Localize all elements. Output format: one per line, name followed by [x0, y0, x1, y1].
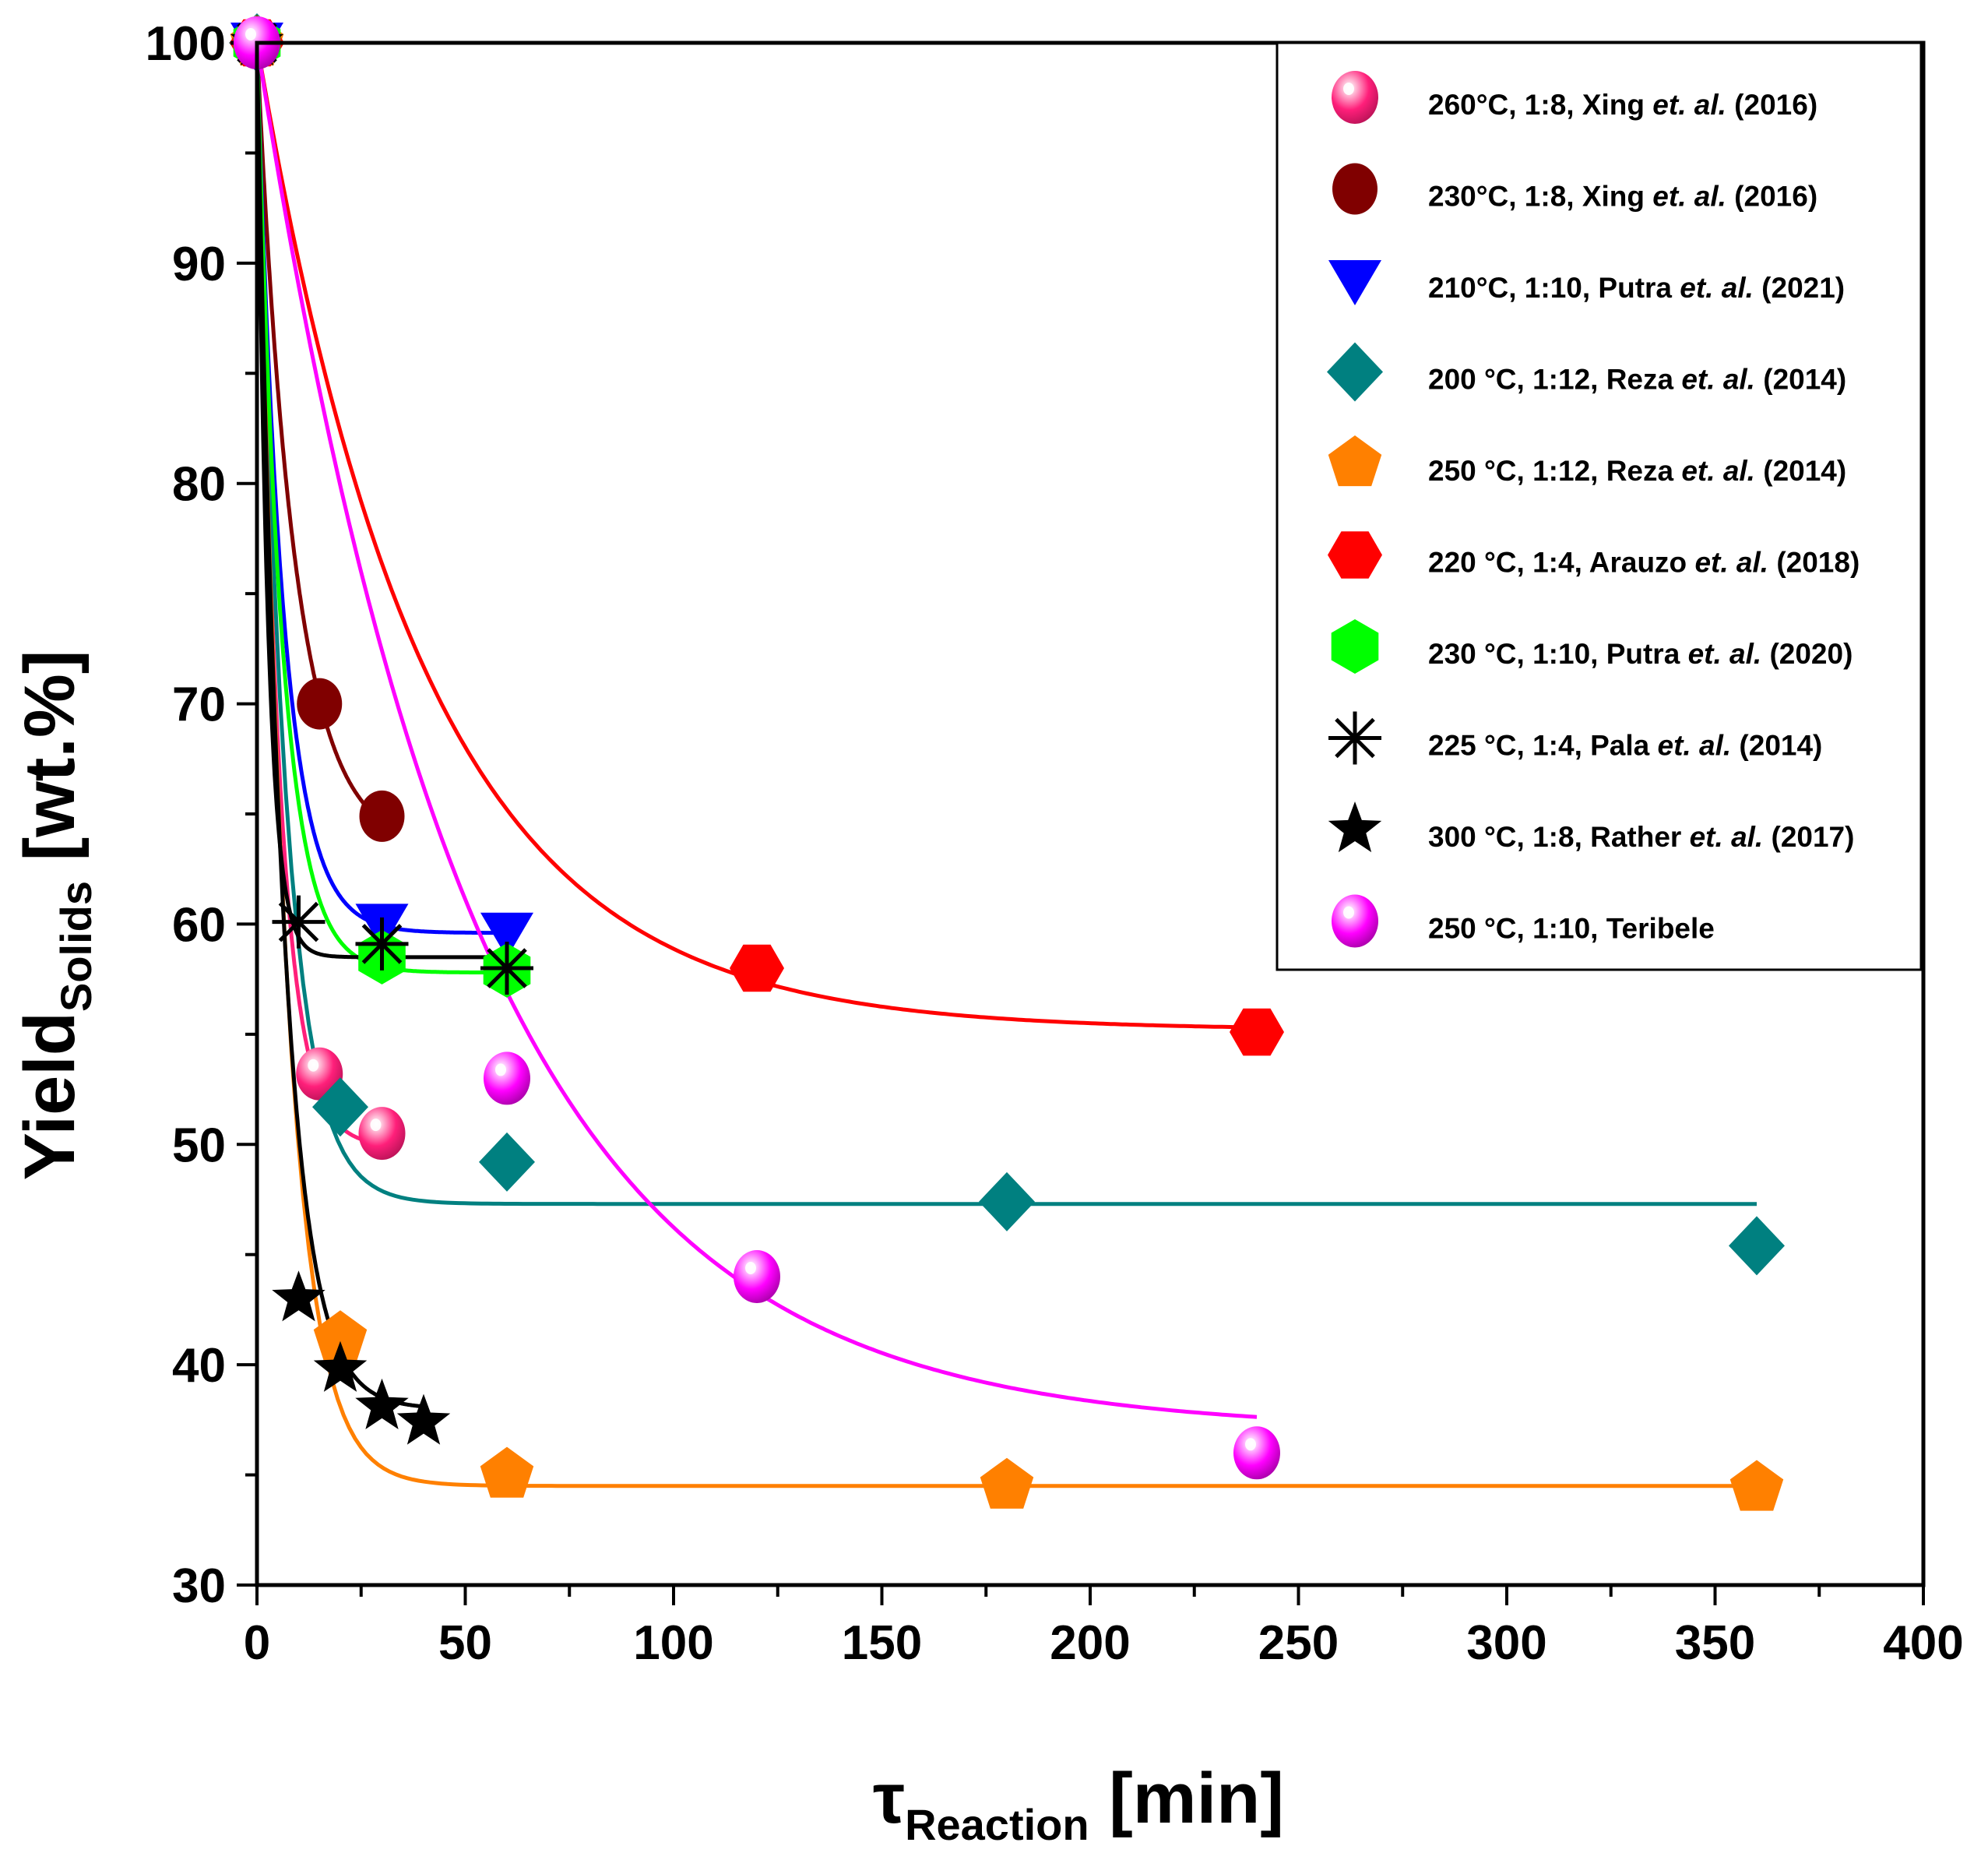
y-tick-label: 60	[172, 898, 226, 952]
y-axis-title-sub: Solids	[51, 881, 100, 1012]
y-tick-label: 40	[172, 1339, 226, 1393]
legend-entry-7: 225 °C, 1:4, Pala et. al. (2014)	[1328, 711, 1822, 765]
legend-marker-4	[1328, 435, 1382, 487]
legend-marker-8	[1328, 801, 1382, 853]
legend-label-9: 250 °C, 1:10, Teribele	[1428, 913, 1715, 945]
legend-marker-9	[1332, 894, 1378, 948]
data-point-s8-1	[272, 1270, 325, 1322]
legend-label-0: 260°C, 1:8, Xing et. al. (2016)	[1428, 89, 1817, 121]
x-axis-title: τReaction [min]	[873, 1759, 1284, 1849]
legend-label-5: 220 °C, 1:4, Arauzo et. al. (2018)	[1428, 547, 1860, 579]
y-tick-label: 30	[172, 1559, 226, 1613]
data-point-s2-2	[480, 912, 533, 958]
y-axis-title-unit: [wt.%]	[10, 650, 90, 881]
data-point-s3-3	[979, 1171, 1035, 1231]
x-tick-label: 350	[1675, 1616, 1755, 1670]
y-axis-title: YieldSolids [wt.%]	[10, 650, 100, 1181]
legend-marker-2	[1328, 260, 1381, 305]
x-tick-label: 250	[1258, 1616, 1339, 1670]
legend-entry-4: 250 °C, 1:12, Reza et. al. (2014)	[1328, 435, 1846, 487]
x-tick-label: 300	[1466, 1616, 1546, 1670]
data-point-s4-3	[980, 1457, 1034, 1509]
x-tick-label: 200	[1050, 1616, 1130, 1670]
legend-marker-3	[1327, 342, 1383, 402]
data-point-s4-2	[480, 1446, 534, 1498]
x-tick-label: 150	[842, 1616, 922, 1670]
data-point-s9-3	[1233, 1426, 1280, 1480]
legend-marker-6	[1331, 619, 1379, 674]
fit-curve-5	[255, 42, 1258, 1030]
data-point-s9-2	[734, 1250, 780, 1303]
data-point-s7-3	[480, 942, 533, 995]
x-tick-label: 0	[244, 1616, 270, 1670]
legend-label-7: 225 °C, 1:4, Pala et. al. (2014)	[1428, 730, 1822, 762]
data-point-s8-4	[396, 1393, 451, 1445]
data-point-s3-4	[1729, 1216, 1785, 1276]
data-point-s5-1	[730, 944, 784, 992]
data-point-s3-2	[479, 1132, 535, 1192]
legend-label-1: 230°C, 1:8, Xing et. al. (2016)	[1428, 181, 1817, 213]
data-point-s9-1	[484, 1052, 530, 1105]
x-tick-label: 400	[1883, 1616, 1963, 1670]
legend-label-8: 300 °C, 1:8, Rather et. al. (2017)	[1428, 821, 1854, 853]
legend-label-3: 200 °C, 1:12, Reza et. al. (2014)	[1428, 364, 1846, 396]
legend-label-4: 250 °C, 1:12, Reza et. al. (2014)	[1428, 455, 1846, 487]
legend-entry-2: 210°C, 1:10, Putra et. al. (2021)	[1328, 260, 1845, 305]
data-point-s5-2	[1230, 1008, 1284, 1056]
legend-entry-1: 230°C, 1:8, Xing et. al. (2016)	[1332, 163, 1817, 215]
legend-marker-0	[1332, 71, 1378, 124]
svg-text:τReaction [min]: τReaction [min]	[873, 1759, 1284, 1849]
legend-entry-3: 200 °C, 1:12, Reza et. al. (2014)	[1327, 342, 1846, 402]
x-axis-title-main: τ	[873, 1759, 905, 1838]
legend-box	[1275, 41, 1923, 971]
y-tick-label: 90	[172, 238, 226, 291]
legend-label-6: 230 °C, 1:10, Putra et. al. (2020)	[1428, 638, 1853, 670]
y-axis-title-main: Yield	[10, 1012, 90, 1180]
legend-entry-5: 220 °C, 1:4, Arauzo et. al. (2018)	[1328, 531, 1860, 579]
svg-text:YieldSolids [wt.%]: YieldSolids [wt.%]	[10, 650, 100, 1181]
data-point-s0-2	[358, 1107, 406, 1161]
fit-curve-9	[255, 42, 1258, 1419]
legend: 260°C, 1:8, Xing et. al. (2016) 230°C, 1:…	[1275, 41, 1923, 971]
x-tick-label: 100	[633, 1616, 713, 1670]
y-tick-label: 70	[172, 678, 226, 732]
data-point-s7-2	[355, 917, 409, 971]
legend-entry-8: 300 °C, 1:8, Rather et. al. (2017)	[1328, 801, 1854, 853]
x-tick-label: 50	[438, 1616, 492, 1670]
legend-entry-0: 260°C, 1:8, Xing et. al. (2016)	[1332, 71, 1817, 124]
legend-marker-7	[1328, 711, 1381, 765]
y-tick-label: 100	[146, 17, 226, 71]
data-point-s1-1	[297, 678, 343, 730]
x-axis-title-unit: [min]	[1089, 1759, 1284, 1838]
legend-entry-6: 230 °C, 1:10, Putra et. al. (2020)	[1331, 619, 1853, 674]
data-point-s1-2	[359, 790, 405, 842]
y-tick-label: 80	[172, 458, 226, 512]
axis-tick-labels: 0 50 100 150 200 250 300 350 400 30 40 50 60 70 80 90 10…	[146, 17, 1964, 1670]
data-point-s7-1	[272, 895, 325, 949]
legend-label-2: 210°C, 1:10, Putra et. al. (2021)	[1428, 272, 1845, 304]
y-tick-label: 50	[172, 1118, 226, 1172]
legend-marker-1	[1332, 163, 1378, 215]
legend-marker-5	[1328, 531, 1382, 579]
plot-frame	[255, 41, 1926, 1587]
x-axis-title-sub: Reaction	[905, 1800, 1089, 1849]
data-point-s3-1	[312, 1077, 368, 1137]
legend-entry-9: 250 °C, 1:10, Teribele	[1332, 894, 1715, 948]
data-point-s8-3	[355, 1378, 409, 1430]
data-point-s4-4	[1729, 1460, 1784, 1511]
data-point-s8-2	[313, 1340, 368, 1392]
data-point-s4-1	[313, 1310, 368, 1362]
